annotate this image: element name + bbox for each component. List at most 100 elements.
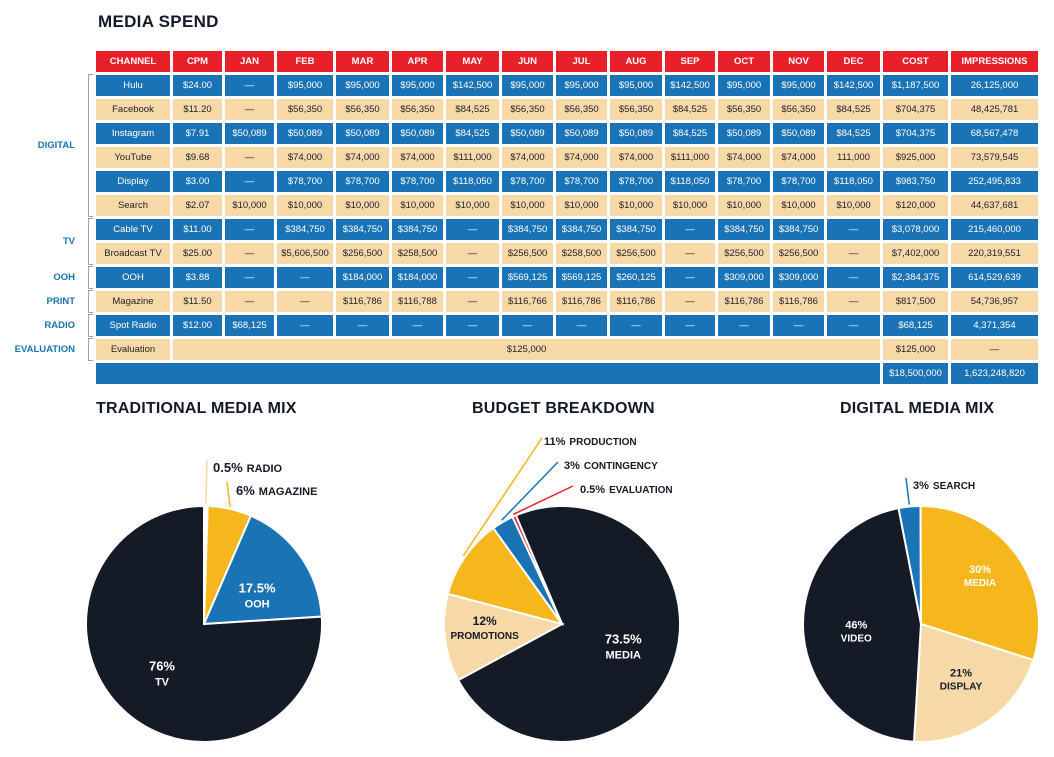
table-cell: $118,050 xyxy=(665,171,715,192)
group-bracket xyxy=(88,338,93,361)
table-cell: — xyxy=(225,171,274,192)
table-cell: $118,050 xyxy=(446,171,499,192)
table-cell: $111,000 xyxy=(446,147,499,168)
table-cell: $1,187,500 xyxy=(883,75,948,96)
table-cell: $142,500 xyxy=(665,75,715,96)
table-cell: $2,384,375 xyxy=(883,267,948,288)
table-cell: $384,750 xyxy=(336,219,389,240)
leader-line-magazine xyxy=(226,481,231,507)
table-cell: $56,350 xyxy=(773,99,824,120)
slice-video xyxy=(802,506,923,743)
table-cell: — xyxy=(665,267,715,288)
table-cell: — xyxy=(665,243,715,264)
table-cell: $256,500 xyxy=(773,243,824,264)
table-cell: $74,000 xyxy=(392,147,443,168)
slice-pct-promotions: 12% xyxy=(473,614,497,628)
column-header-impressions: IMPRESSIONS xyxy=(951,51,1038,72)
table-cell: $11.50 xyxy=(173,291,222,312)
leader-line-production xyxy=(462,437,543,557)
table-cell: 26,125,000 xyxy=(951,75,1038,96)
digital-mix-title: DIGITAL MEDIA MIX xyxy=(840,400,995,417)
budget-breakdown-chart: 73.5% MEDIA 12% PROMOTIONS 11% PRODUCTION 3% CO… xyxy=(443,436,681,743)
table-cell: — xyxy=(665,291,715,312)
table-cell: $56,350 xyxy=(610,99,662,120)
group-label-radio: RADIO xyxy=(44,319,75,331)
group-bracket xyxy=(88,74,93,217)
slice-pct-production: 11% xyxy=(544,436,566,448)
table-cell: $3,078,000 xyxy=(883,219,948,240)
table-cell: $2.07 xyxy=(173,195,222,216)
total-impressions: 1,623,248,820 xyxy=(951,363,1038,384)
slice-name-production: PRODUCTION xyxy=(569,437,636,448)
table-cell: $10,000 xyxy=(665,195,715,216)
slice-pct-radio: 0.5% xyxy=(213,460,243,475)
channel-cell: Broadcast TV xyxy=(96,243,170,264)
table-cell: $74,000 xyxy=(556,147,607,168)
table-cell: $56,350 xyxy=(277,99,333,120)
table-cell: $704,375 xyxy=(883,123,948,144)
slice-label-radio: 0.5% RADIO xyxy=(213,460,283,475)
table-cell: $260,125 xyxy=(610,267,662,288)
channel-cell: Facebook xyxy=(96,99,170,120)
leader-line-evaluation xyxy=(513,485,574,515)
column-header-dec: DEC xyxy=(827,51,880,72)
table-cell: $5,606,500 xyxy=(277,243,333,264)
table-cell: — xyxy=(277,267,333,288)
table-cell: — xyxy=(225,75,274,96)
table-cell: $384,750 xyxy=(773,219,824,240)
table-cell: 215,460,000 xyxy=(951,219,1038,240)
table-cell: $142,500 xyxy=(827,75,880,96)
slice-label-production: 11% PRODUCTION xyxy=(544,436,637,448)
table-cell: $116,766 xyxy=(502,291,553,312)
table-cell: $817,500 xyxy=(883,291,948,312)
slice-promotions xyxy=(443,592,565,682)
table-cell: $74,000 xyxy=(718,147,770,168)
slice-name-display: DISPLAY xyxy=(940,681,983,692)
table-cell: $50,089 xyxy=(610,123,662,144)
table-cell: — xyxy=(718,315,770,336)
table-cell: $384,750 xyxy=(277,219,333,240)
table-cell: $116,786 xyxy=(556,291,607,312)
table-cell: — xyxy=(277,291,333,312)
table-cell: — xyxy=(556,315,607,336)
table-cell: $116,786 xyxy=(718,291,770,312)
table-cell: $25.00 xyxy=(173,243,222,264)
group-bracket xyxy=(88,218,93,265)
table-cell: $95,000 xyxy=(277,75,333,96)
slice-display xyxy=(912,622,1035,743)
group-bracket xyxy=(88,290,93,313)
slice-name-radio: RADIO xyxy=(247,463,283,475)
table-cell: $10,000 xyxy=(827,195,880,216)
table-cell: $50,089 xyxy=(392,123,443,144)
table-cell: $569,125 xyxy=(502,267,553,288)
table-cell: $50,089 xyxy=(773,123,824,144)
table-cell: $11.00 xyxy=(173,219,222,240)
table-cell: $84,525 xyxy=(827,123,880,144)
channel-cell: Search xyxy=(96,195,170,216)
table-cell: $78,700 xyxy=(336,171,389,192)
table-cell: $95,000 xyxy=(718,75,770,96)
column-header-feb: FEB xyxy=(277,51,333,72)
table-cell: $7.91 xyxy=(173,123,222,144)
table-cell: $10,000 xyxy=(446,195,499,216)
table-cell: $384,750 xyxy=(718,219,770,240)
table-cell: — xyxy=(827,219,880,240)
table-cell: $24.00 xyxy=(173,75,222,96)
table-cell: $84,525 xyxy=(665,99,715,120)
evaluation-impressions: — xyxy=(951,339,1038,360)
column-header-apr: APR xyxy=(392,51,443,72)
table-cell: — xyxy=(665,219,715,240)
column-header-mar: MAR xyxy=(336,51,389,72)
slice-production xyxy=(446,526,565,626)
table-cell: $78,700 xyxy=(556,171,607,192)
slice-pct-display: 21% xyxy=(950,667,972,679)
channel-cell: Hulu xyxy=(96,75,170,96)
evaluation-cost: $125,000 xyxy=(883,339,948,360)
leader-line-radio xyxy=(205,459,208,505)
table-cell: $10,000 xyxy=(718,195,770,216)
table-cell: $10,000 xyxy=(773,195,824,216)
table-cell: $9.68 xyxy=(173,147,222,168)
slice-pct-media: 30% xyxy=(969,564,991,576)
slice-name-promotions: PROMOTIONS xyxy=(450,631,519,642)
table-cell: — xyxy=(446,291,499,312)
